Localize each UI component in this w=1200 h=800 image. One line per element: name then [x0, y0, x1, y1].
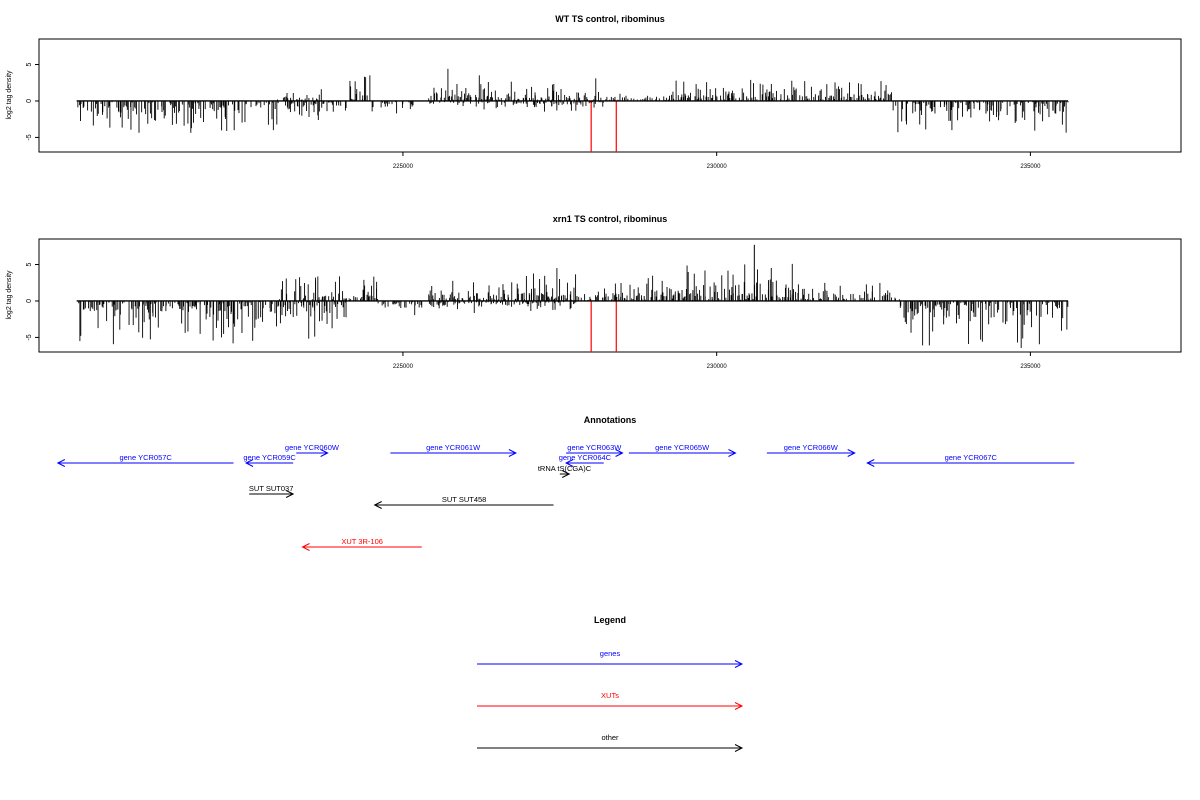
feature-arrow-1: [244, 459, 294, 467]
wt-bars: [77, 68, 1069, 133]
feature-label-3: gene YCR061W: [426, 443, 481, 452]
wt-y-tick-label-0: 0: [26, 99, 33, 103]
annotations-panel: Annotations gene YCR057C gene YCR059Cgene…: [56, 415, 1075, 551]
feature-arrow-10: [249, 490, 295, 498]
xrn1-y-tick-label-neg5: -5: [26, 334, 33, 340]
wt-highlight-bars: [590, 100, 617, 152]
legend-title: Legend: [594, 615, 626, 625]
wt-y-ticks: -5 0 5: [26, 62, 39, 141]
legend-label-other: other: [601, 733, 619, 742]
feature-label-7: gene YCR065W: [655, 443, 710, 452]
xrn1-x-ticks: 225000 230000 235000: [393, 352, 1041, 370]
xrn1-x-tick-label-230000: 230000: [707, 364, 728, 370]
feature-label-1: gene YCR059C: [243, 453, 296, 462]
wt-plot-frame: [38, 38, 1182, 153]
legend-arrow-gene: [477, 660, 744, 668]
xrn1-x-tick-label-225000: 225000: [393, 364, 414, 370]
feature-arrow-3: [390, 449, 517, 457]
legend-label-gene: genes: [600, 649, 621, 658]
feature-arrow-5: [564, 459, 604, 467]
feature-label-10: SUT SUT037: [249, 484, 293, 493]
wt-x-ticks: 225000 230000 235000: [393, 152, 1041, 170]
xrn1-bars: [78, 244, 1069, 348]
xrn1-highlight-bars: [590, 300, 617, 352]
feature-label-4: gene YCR063W: [567, 443, 622, 452]
feature-arrow-7: [628, 449, 737, 457]
wt-track-title: WT TS control, ribominus: [555, 14, 665, 24]
annotations-title: Annotations: [584, 415, 637, 425]
legend: Legend genes XUTs other: [477, 615, 744, 752]
feature-label-0: gene YCR057C: [119, 453, 172, 462]
xrn1-y-tick-label-5: 5: [26, 262, 33, 266]
feature-label-5: gene YCR064C: [559, 453, 612, 462]
feature-label-2: gene YCR060W: [285, 443, 340, 452]
xrn1-track-title: xrn1 TS control, ribominus: [553, 214, 668, 224]
feature-arrow-2: [296, 449, 329, 457]
legend-arrow-xut: [477, 702, 744, 710]
xrn1-y-tick-label-0: 0: [26, 299, 33, 303]
legend-arrow-other: [477, 744, 744, 752]
wt-y-tick-label-neg5: -5: [26, 134, 33, 140]
feature-arrow-11: [373, 501, 554, 509]
feature-label-8: gene YCR066W: [784, 443, 839, 452]
legend-label-xut: XUTs: [601, 691, 619, 700]
wt-x-tick-label-230000: 230000: [707, 164, 728, 170]
wt-y-axis-label: log2 tag density: [6, 70, 13, 120]
feature-label-11: SUT SUT458: [442, 495, 486, 504]
feature-arrow-12: [301, 543, 422, 551]
feature-arrow-9: [866, 459, 1075, 467]
xrn1-y-axis-label: log2 tag density: [6, 270, 13, 320]
feature-arrow-6: [559, 470, 571, 478]
feature-arrow-8: [766, 449, 856, 457]
wt-x-tick-label-235000: 235000: [1020, 164, 1041, 170]
feature-label-6: tRNA tS(CGA)C: [538, 464, 592, 473]
wt-x-tick-label-225000: 225000: [393, 164, 414, 170]
legend-items: genes XUTs other: [477, 649, 744, 752]
xrn1-y-ticks: -5 0 5: [26, 262, 39, 341]
xrn1-x-tick-label-235000: 235000: [1020, 364, 1041, 370]
feature-arrow-4: [566, 449, 624, 457]
feature-label-9: gene YCR067C: [945, 453, 998, 462]
feature-arrow-0: [56, 459, 234, 467]
wt-track-panel: WT TS control, ribominus log2 tag densit…: [6, 14, 1182, 170]
wt-y-tick-label-5: 5: [26, 62, 33, 66]
xrn1-plot-frame: [38, 238, 1182, 353]
feature-label-12: XUT 3R-106: [341, 537, 383, 546]
xrn1-track-panel: xrn1 TS control, ribominus log2 tag dens…: [6, 214, 1182, 370]
